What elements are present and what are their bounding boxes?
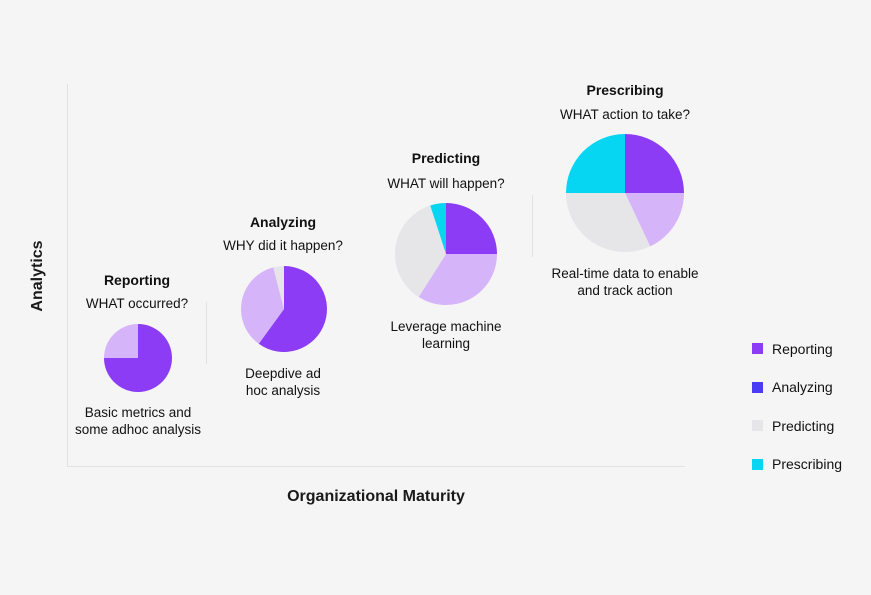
pie-predicting bbox=[395, 203, 497, 306]
stage-title-predicting: Predicting bbox=[411, 150, 481, 166]
legend-item-predicting: Predicting bbox=[752, 417, 842, 434]
legend-item-analyzing: Analyzing bbox=[752, 379, 842, 396]
legend-label: Analyzing bbox=[772, 379, 833, 395]
x-axis-label: Organizational Maturity bbox=[287, 488, 465, 505]
pie-slice bbox=[241, 267, 284, 344]
legend-item-reporting: Reporting bbox=[752, 340, 842, 357]
legend-item-prescribing: Prescribing bbox=[752, 456, 842, 473]
pie-slice bbox=[566, 193, 651, 252]
stage-question-predicting: WHAT will happen? bbox=[387, 176, 505, 191]
x-axis-line bbox=[67, 466, 685, 467]
legend: Reporting Analyzing Predicting Prescribi… bbox=[752, 340, 842, 494]
stage-title-reporting: Reporting bbox=[103, 272, 171, 288]
legend-label: Predicting bbox=[772, 417, 835, 434]
legend-swatch bbox=[752, 420, 763, 431]
stage-description-analyzing: Deepdive ad hoc analysis bbox=[245, 366, 321, 398]
legend-swatch bbox=[752, 458, 763, 470]
pie-slice bbox=[395, 205, 446, 298]
stage-question-reporting: WHAT occurred? bbox=[85, 296, 189, 311]
pie-slice bbox=[104, 324, 138, 358]
pie-slice bbox=[273, 266, 284, 309]
y-axis-line bbox=[67, 84, 68, 467]
pie-slice bbox=[566, 134, 625, 193]
pie-slice bbox=[625, 134, 684, 193]
stage-description-prescribing: Real-time data to enable and track actio… bbox=[551, 266, 699, 298]
pie-slice bbox=[446, 203, 497, 254]
legend-swatch bbox=[752, 381, 763, 393]
stage-divider bbox=[206, 302, 207, 364]
pie-prescribing bbox=[566, 134, 684, 252]
pie-reporting bbox=[104, 324, 172, 392]
pie-slice bbox=[418, 254, 497, 306]
legend-swatch bbox=[752, 343, 763, 354]
stage-divider bbox=[532, 195, 533, 257]
stage-description-reporting: Basic metrics and some adhoc analysis bbox=[74, 405, 202, 437]
pie-slice bbox=[625, 193, 684, 247]
y-axis-label: Analytics bbox=[29, 240, 46, 312]
stage-question-prescribing: WHAT action to take? bbox=[559, 107, 691, 122]
legend-label: Prescribing bbox=[772, 456, 843, 472]
pie-slice bbox=[430, 203, 446, 254]
stage-question-analyzing: WHY did it happen? bbox=[223, 238, 343, 253]
pie-analyzing bbox=[241, 266, 328, 352]
stage-title-prescribing: Prescribing bbox=[586, 82, 664, 98]
stage-description-predicting: Leverage machine learning bbox=[390, 319, 502, 351]
legend-label: Reporting bbox=[772, 340, 833, 357]
pie-slice bbox=[258, 266, 328, 352]
stage-title-analyzing: Analyzing bbox=[249, 214, 317, 230]
